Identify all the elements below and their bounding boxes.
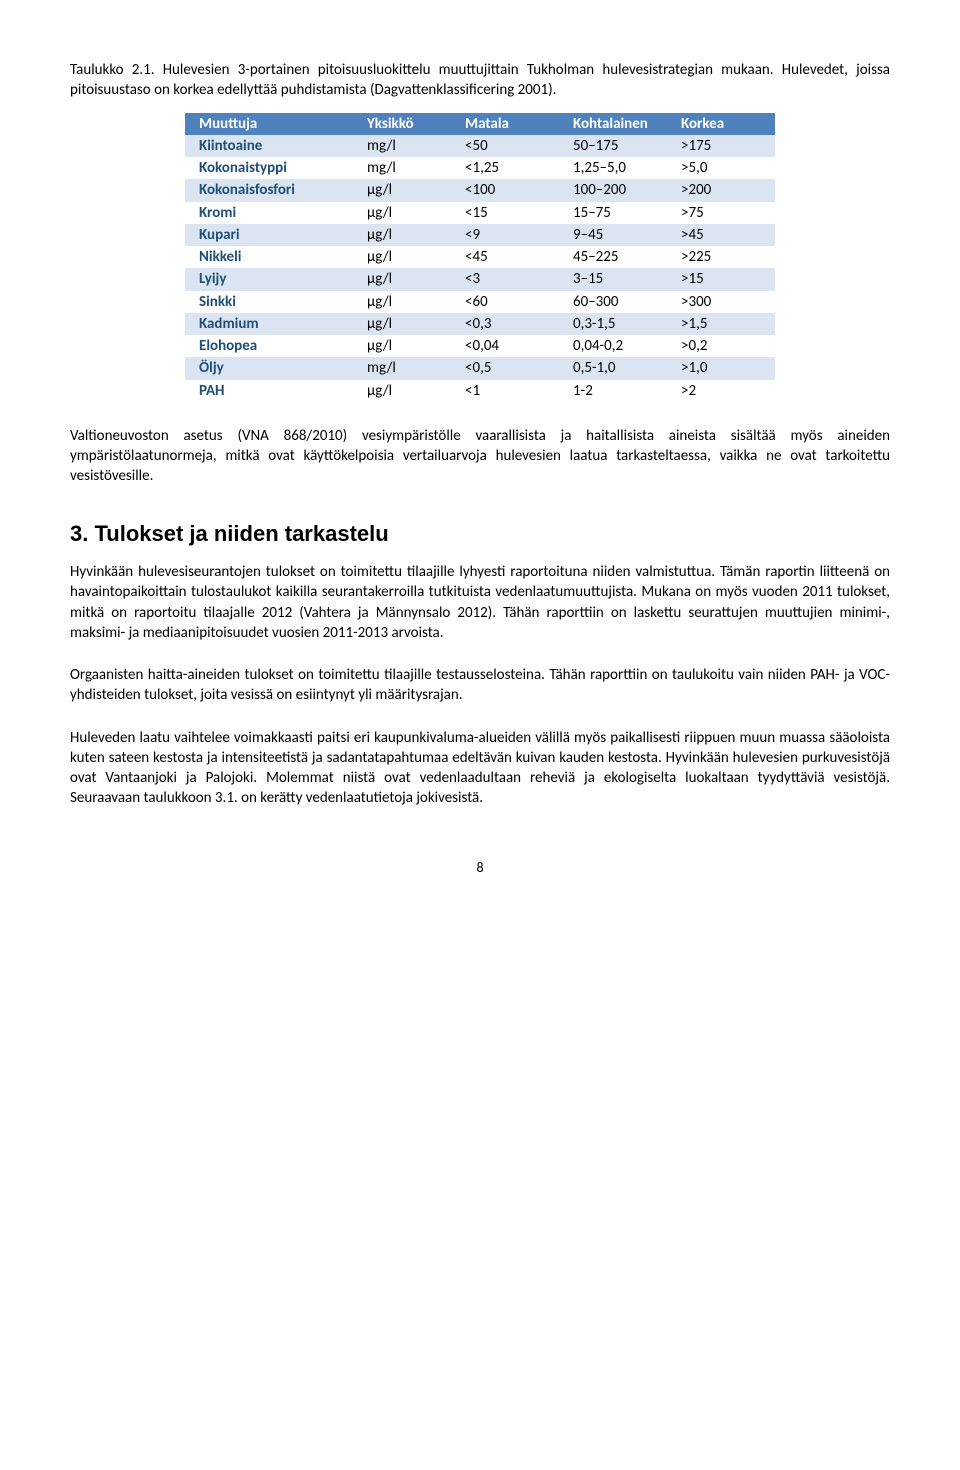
table-row: Elohopeaµg/l<0,040,04-0,2>0,2 [185,335,775,357]
table-cell: µg/l [353,202,451,224]
table-cell: >200 [667,179,775,201]
table-cell: 15–75 [559,202,667,224]
table-cell: >175 [667,135,775,157]
table-cell: >300 [667,291,775,313]
section-heading: 3. Tulokset ja niiden tarkastelu [70,519,890,549]
table-cell: <0,3 [451,313,559,335]
table-cell: µg/l [353,291,451,313]
table-header-cell: Yksikkö [353,113,451,135]
table-cell: <60 [451,291,559,313]
table-cell: 60–300 [559,291,667,313]
table-cell: µg/l [353,246,451,268]
table-cell: 1-2 [559,380,667,402]
table-row: Kromiµg/l<1515–75>75 [185,202,775,224]
table-cell: µg/l [353,335,451,357]
table-cell: 3–15 [559,268,667,290]
table-cell: Sinkki [185,291,353,313]
table-cell: mg/l [353,135,451,157]
table-cell: <45 [451,246,559,268]
table-row: PAHµg/l<11-2>2 [185,380,775,402]
table-row: Öljymg/l<0,50,5-1,0>1,0 [185,357,775,379]
table-cell: µg/l [353,179,451,201]
table-cell: 0,5-1,0 [559,357,667,379]
table-cell: >75 [667,202,775,224]
table-cell: Lyijy [185,268,353,290]
table-caption: Taulukko 2.1. Hulevesien 3-portainen pit… [70,60,890,101]
table-cell: µg/l [353,268,451,290]
table-header-cell: Muuttuja [185,113,353,135]
table-cell: 9–45 [559,224,667,246]
table-row: Nikkeliµg/l<4545–225>225 [185,246,775,268]
table-cell: >1,0 [667,357,775,379]
paragraph-3: Orgaanisten haitta-aineiden tulokset on … [70,665,890,706]
table-cell: <3 [451,268,559,290]
table-cell: 0,3-1,5 [559,313,667,335]
table-row: Kiintoainemg/l<5050–175>175 [185,135,775,157]
table-header-cell: Kohtalainen [559,113,667,135]
table-cell: Elohopea [185,335,353,357]
table-cell: >2 [667,380,775,402]
table-cell: 1,25–5,0 [559,157,667,179]
table-row: Lyijyµg/l<33–15>15 [185,268,775,290]
table-cell: >45 [667,224,775,246]
table-cell: <0,5 [451,357,559,379]
table-cell: Öljy [185,357,353,379]
table-row: Kokonaistyppimg/l<1,251,25–5,0>5,0 [185,157,775,179]
table-cell: mg/l [353,157,451,179]
table-cell: >15 [667,268,775,290]
table-cell: >225 [667,246,775,268]
table-cell: >5,0 [667,157,775,179]
table-cell: Kiintoaine [185,135,353,157]
table-cell: <1 [451,380,559,402]
table-cell: >1,5 [667,313,775,335]
table-cell: 50–175 [559,135,667,157]
table-cell: <100 [451,179,559,201]
table-cell: Kokonaistyppi [185,157,353,179]
table-row: Kadmiumµg/l<0,30,3-1,5>1,5 [185,313,775,335]
table-cell: 100–200 [559,179,667,201]
page-number: 8 [70,859,890,878]
table-cell: <9 [451,224,559,246]
table-cell: <0,04 [451,335,559,357]
table-cell: Nikkeli [185,246,353,268]
table-cell: Kupari [185,224,353,246]
table-cell: >0,2 [667,335,775,357]
table-row: Kupariµg/l<99–45>45 [185,224,775,246]
paragraph-1: Valtioneuvoston asetus (VNA 868/2010) ve… [70,426,890,487]
data-table: MuuttujaYksikköMatalaKohtalainenKorkea K… [185,113,775,402]
paragraph-4: Huleveden laatu vaihtelee voimakkaasti p… [70,728,890,809]
table-cell: 0,04-0,2 [559,335,667,357]
table-row: Sinkkiµg/l<6060–300>300 [185,291,775,313]
table-cell: <15 [451,202,559,224]
table-cell: Kadmium [185,313,353,335]
table-row: Kokonaisfosforiµg/l<100100–200>200 [185,179,775,201]
table-cell: µg/l [353,224,451,246]
table-cell: PAH [185,380,353,402]
table-cell: <1,25 [451,157,559,179]
table-header-cell: Korkea [667,113,775,135]
table-cell: 45–225 [559,246,667,268]
table-cell: <50 [451,135,559,157]
table-cell: µg/l [353,313,451,335]
table-header-cell: Matala [451,113,559,135]
table-cell: mg/l [353,357,451,379]
paragraph-2: Hyvinkään hulevesiseurantojen tulokset o… [70,562,890,643]
table-cell: Kokonaisfosfori [185,179,353,201]
table-cell: µg/l [353,380,451,402]
table-cell: Kromi [185,202,353,224]
